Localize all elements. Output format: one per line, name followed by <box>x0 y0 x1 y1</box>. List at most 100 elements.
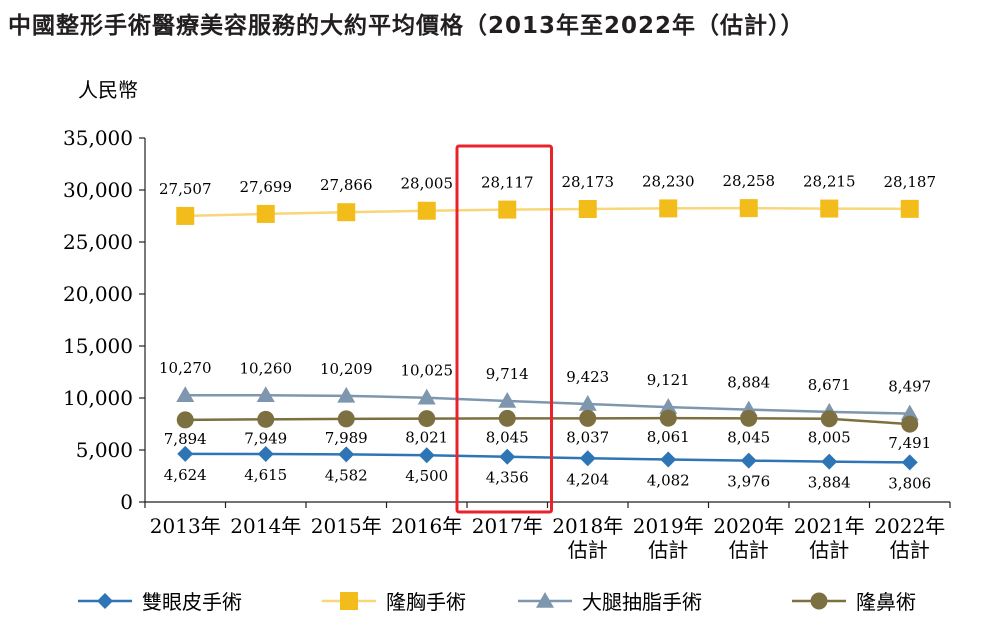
data-label: 9,121 <box>647 371 690 389</box>
data-point-marker <box>337 203 356 222</box>
data-label: 8,037 <box>566 428 609 446</box>
data-point-marker <box>176 411 194 429</box>
y-tick-label: 0 <box>120 490 133 514</box>
data-point-marker <box>256 204 275 223</box>
legend-marker-4 <box>810 592 828 610</box>
data-point-marker <box>176 386 195 402</box>
x-tick-label: 2020年 <box>713 514 784 538</box>
data-point-marker <box>498 391 517 408</box>
data-label: 28,005 <box>401 175 454 193</box>
highlight-box-2017 <box>455 144 553 514</box>
data-label: 4,615 <box>244 466 287 484</box>
x-tick-label: 2016年 <box>391 514 462 538</box>
data-label: 8,497 <box>888 378 931 396</box>
data-point-marker <box>901 454 918 471</box>
data-point-marker <box>579 450 596 467</box>
data-point-marker <box>177 445 194 462</box>
data-point-marker <box>739 199 758 218</box>
data-point-marker <box>900 199 919 218</box>
data-label: 7,989 <box>325 429 368 447</box>
data-label: 8,671 <box>808 376 851 394</box>
y-tick-label: 5,000 <box>76 438 133 462</box>
data-point-marker <box>338 446 355 463</box>
data-label: 4,582 <box>325 466 368 484</box>
legend-label-1: 雙眼皮手術 <box>142 590 242 614</box>
data-label: 3,976 <box>727 473 770 491</box>
data-label: 28,215 <box>803 173 856 191</box>
data-point-marker <box>659 398 678 414</box>
legend-marker-1 <box>97 593 113 609</box>
legend-label-2: 隆胸手術 <box>386 590 466 614</box>
data-label: 28,258 <box>723 172 776 190</box>
data-label: 28,173 <box>562 173 615 191</box>
y-tick-label: 15,000 <box>63 334 133 358</box>
data-label: 3,806 <box>888 474 931 492</box>
data-label: 27,699 <box>240 178 293 196</box>
data-point-marker <box>579 409 597 427</box>
data-label: 7,894 <box>164 430 207 448</box>
data-label: 28,187 <box>884 173 937 191</box>
data-label: 10,025 <box>401 362 454 380</box>
x-tick-label: 估計 <box>648 538 688 562</box>
x-tick-label: 2015年 <box>311 514 382 538</box>
series-line-1 <box>185 452 910 464</box>
data-point-marker <box>740 452 757 469</box>
data-label: 10,260 <box>240 359 293 377</box>
data-label: 10,209 <box>320 360 373 378</box>
data-label: 4,500 <box>405 467 448 485</box>
y-axis-unit-label: 人民幣 <box>78 78 138 102</box>
data-point-marker <box>820 199 839 218</box>
data-point-marker <box>498 200 517 219</box>
data-label: 9,714 <box>486 365 529 383</box>
legend-label-4: 隆鼻術 <box>856 590 916 614</box>
y-tick-label: 10,000 <box>63 386 133 410</box>
data-point-marker <box>418 447 435 464</box>
data-label: 8,045 <box>727 428 770 446</box>
data-point-marker <box>257 446 274 463</box>
data-label: 28,117 <box>481 174 534 192</box>
data-label: 8,061 <box>647 428 690 446</box>
x-tick-label: 估計 <box>729 538 769 562</box>
data-label: 27,507 <box>159 180 212 198</box>
data-label: 7,491 <box>888 434 931 452</box>
x-tick-label: 2017年 <box>472 514 543 538</box>
data-point-marker <box>256 386 275 403</box>
y-tick-label: 20,000 <box>63 282 133 306</box>
series-line-2 <box>185 206 910 218</box>
data-point-marker <box>417 201 436 220</box>
data-point-marker <box>417 388 436 405</box>
x-tick-label: 2022年 <box>874 514 945 538</box>
data-label: 27,866 <box>320 176 373 194</box>
data-point-marker <box>498 409 516 427</box>
x-tick-label: 2013年 <box>150 514 221 538</box>
data-label: 4,082 <box>647 472 690 490</box>
chart-title: 中國整形手術醫療美容服務的大約平均價格（2013年至2022年（估計）） <box>8 13 805 39</box>
legend-label-3: 大腿抽脂手術 <box>582 590 702 614</box>
data-label: 3,884 <box>808 474 851 492</box>
x-tick-label: 2019年 <box>633 514 704 538</box>
data-point-marker <box>900 404 919 421</box>
data-point-marker <box>821 453 838 470</box>
data-point-marker <box>659 409 677 427</box>
data-point-marker <box>578 200 597 219</box>
series-line-3 <box>185 393 910 415</box>
y-tick-label: 35,000 <box>63 126 133 150</box>
data-label: 28,230 <box>642 172 695 190</box>
data-label: 9,423 <box>566 368 609 386</box>
data-label: 8,021 <box>405 429 448 447</box>
series-line-4 <box>185 416 910 426</box>
data-label: 4,624 <box>164 466 207 484</box>
y-tick-label: 30,000 <box>63 178 133 202</box>
data-label: 8,005 <box>808 429 851 447</box>
y-tick-label: 25,000 <box>63 230 133 254</box>
data-point-marker <box>660 451 677 468</box>
x-tick-label: 估計 <box>890 538 930 562</box>
x-tick-label: 2014年 <box>230 514 301 538</box>
data-label: 7,949 <box>244 429 287 447</box>
data-label: 8,884 <box>727 374 770 392</box>
x-tick-label: 估計 <box>568 538 608 562</box>
data-point-marker <box>578 395 597 411</box>
data-point-marker <box>257 410 275 428</box>
data-point-marker <box>337 410 355 428</box>
